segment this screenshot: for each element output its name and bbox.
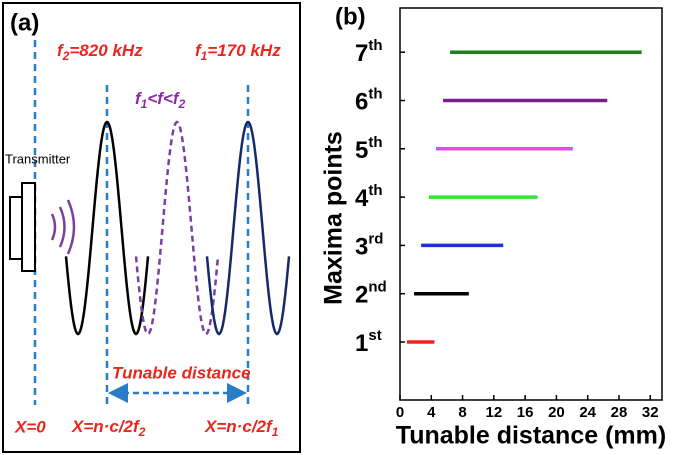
transmitter-label: Transmitter <box>5 151 71 166</box>
wave-arc <box>58 206 66 248</box>
wave-f2 <box>64 120 150 336</box>
y-tick-label: 4th <box>355 182 383 212</box>
x-tick-label: 16 <box>517 404 534 421</box>
x-tick-label: 24 <box>579 404 596 421</box>
position-label: X=n·c/2f2 <box>71 417 146 439</box>
transmitter-front <box>21 182 36 272</box>
panel-label: (a) <box>10 9 39 36</box>
freq-label: f1<f<f2 <box>135 89 186 111</box>
x-tick-label: 8 <box>458 404 466 421</box>
position-label: X=n·c/2f1 <box>204 417 279 439</box>
waves-emitted <box>50 199 76 255</box>
freq-label: f1=170 kHz <box>195 41 281 63</box>
wave-f <box>134 120 220 336</box>
panel-frame <box>2 2 301 453</box>
plot-frame <box>399 7 663 401</box>
x-tick-label: 0 <box>396 404 404 421</box>
dashed-guides <box>33 40 250 405</box>
transmitter-icon <box>9 182 36 272</box>
chart: (b) Maxima points Tunable distance (mm) … <box>320 3 667 449</box>
wave-arc <box>66 199 76 255</box>
x-axis-title: Tunable distance (mm) <box>396 422 666 450</box>
panel-label: (b) <box>335 3 366 30</box>
y-tick-label: 6th <box>355 85 383 115</box>
y-tick-label: 3rd <box>355 230 383 260</box>
wave-arc <box>50 213 57 241</box>
wave-f1 <box>205 120 291 336</box>
y-tick-label: 1st <box>355 327 382 357</box>
position-label: X=0 <box>14 417 46 436</box>
y-tick-label: 7th <box>355 37 383 67</box>
x-tick-label: 12 <box>486 404 503 421</box>
x-tick-label: 32 <box>642 404 659 421</box>
freq-label: f2=820 kHz <box>57 41 143 63</box>
x-tick-label: 28 <box>611 404 628 421</box>
x-tick-label: 20 <box>548 404 565 421</box>
y-tick-label: 5th <box>355 134 383 164</box>
y-tick-label: 2nd <box>355 279 387 309</box>
x-tick-label: 4 <box>427 404 436 421</box>
tunable-label: Tunable distance <box>112 363 251 382</box>
y-axis-title: Maxima points <box>320 131 348 305</box>
